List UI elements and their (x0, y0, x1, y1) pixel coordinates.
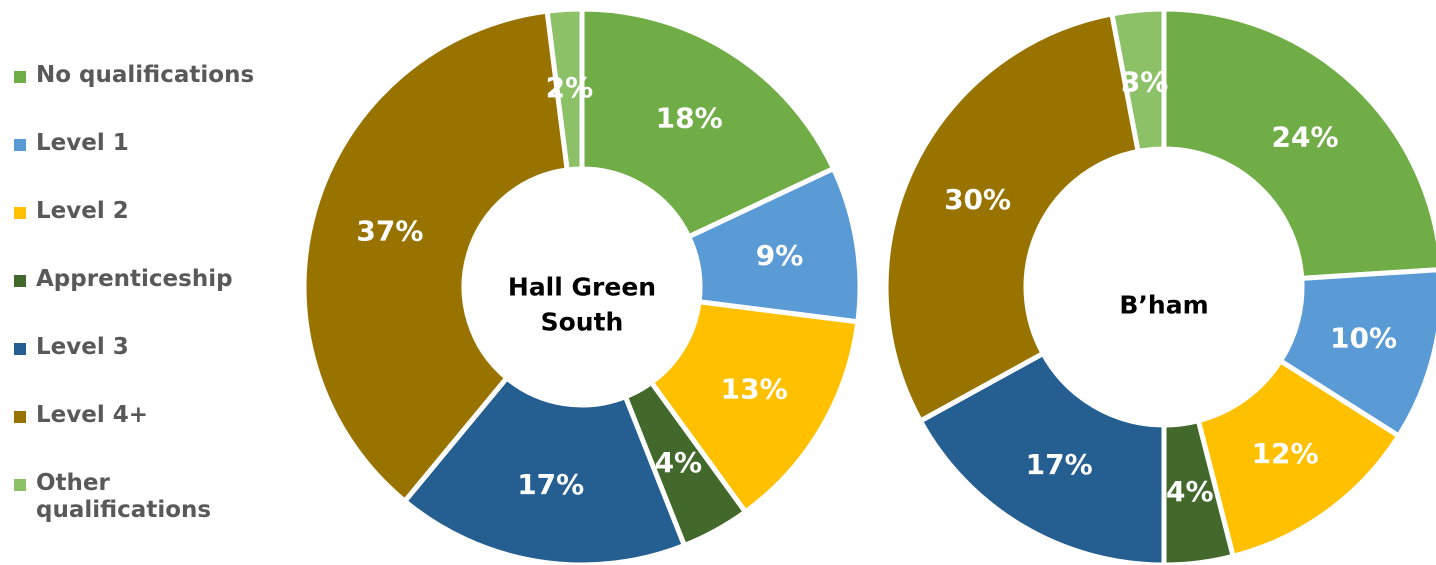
data-label-no-qualifications: 24% (1272, 120, 1339, 153)
data-label-apprenticeship: 4% (655, 446, 703, 479)
slice-level-4 (886, 14, 1138, 421)
data-label-level-2: 13% (721, 372, 788, 405)
center-title-line: South (541, 308, 624, 337)
data-label-level-1: 9% (756, 239, 804, 272)
center-title-line: B’ham (1119, 291, 1208, 320)
data-label-level-3: 17% (1026, 448, 1093, 481)
data-label-level-4: 30% (944, 183, 1011, 216)
data-label-other-qualifications: 3% (1121, 65, 1169, 98)
data-label-other-qualifications: 2% (546, 71, 594, 104)
center-title-line: Hall Green (508, 273, 656, 302)
doughnut-chart-hall-green-south: 18% 9% 13% 4% 17% 37% 2% Hall Green South (304, 9, 860, 565)
data-label-level-4: 37% (356, 215, 423, 248)
data-label-level-2: 12% (1252, 437, 1319, 470)
data-label-level-1: 10% (1330, 322, 1397, 355)
data-label-apprenticeship: 4% (1166, 475, 1214, 508)
data-label-level-3: 17% (517, 468, 584, 501)
doughnut-chart-bham: 24% 10% 12% 4% 17% 30% 3% B’ham (886, 9, 1436, 565)
data-label-no-qualifications: 18% (656, 102, 723, 135)
